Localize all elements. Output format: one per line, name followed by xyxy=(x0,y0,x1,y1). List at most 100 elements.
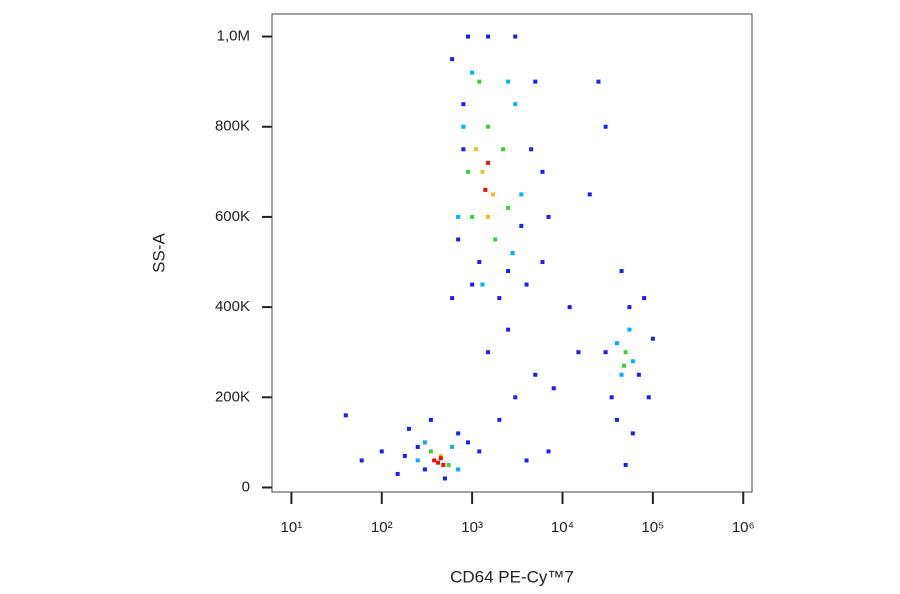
data-point xyxy=(519,223,524,228)
data-point xyxy=(540,260,545,265)
data-point xyxy=(486,160,491,165)
data-point xyxy=(623,462,628,467)
data-point xyxy=(480,169,485,174)
data-point xyxy=(587,192,592,197)
data-point xyxy=(473,147,478,152)
data-point xyxy=(506,205,511,210)
data-point xyxy=(466,169,471,174)
data-point xyxy=(450,296,455,301)
data-point xyxy=(343,413,348,418)
data-point xyxy=(646,395,651,400)
data-point xyxy=(436,460,441,465)
data-point xyxy=(422,440,427,445)
data-point xyxy=(533,372,538,377)
data-point xyxy=(461,124,466,129)
data-point xyxy=(506,269,511,274)
data-point xyxy=(480,282,485,287)
data-point xyxy=(596,79,601,84)
data-point xyxy=(540,169,545,174)
x-tick-label: 10⁶ xyxy=(732,519,755,536)
data-point xyxy=(614,341,619,346)
y-tick-label: 1,0M xyxy=(217,28,250,45)
data-point xyxy=(450,57,455,62)
data-point xyxy=(603,350,608,355)
data-point xyxy=(614,417,619,422)
data-point xyxy=(415,458,420,463)
data-point xyxy=(513,102,518,107)
data-point xyxy=(415,444,420,449)
data-point xyxy=(627,305,632,310)
x-tick-label: 10² xyxy=(371,519,393,536)
data-point xyxy=(524,282,529,287)
data-point xyxy=(486,34,491,39)
data-point xyxy=(630,359,635,364)
data-point xyxy=(441,462,446,467)
data-point xyxy=(524,458,529,463)
data-point xyxy=(456,237,461,242)
data-point xyxy=(551,386,556,391)
data-point xyxy=(422,467,427,472)
data-point xyxy=(501,147,506,152)
data-point xyxy=(461,102,466,107)
data-point xyxy=(513,395,518,400)
data-point xyxy=(630,431,635,436)
data-point xyxy=(466,440,471,445)
plot-frame xyxy=(271,13,753,493)
data-point xyxy=(428,449,433,454)
y-tick-label: 200K xyxy=(215,388,250,405)
data-point xyxy=(546,214,551,219)
y-axis-label: SS-A xyxy=(149,233,168,273)
data-point xyxy=(567,305,572,310)
data-point xyxy=(379,449,384,454)
data-point xyxy=(513,34,518,39)
data-point xyxy=(619,372,624,377)
data-point xyxy=(622,363,627,368)
x-tick-label: 10⁴ xyxy=(551,519,574,536)
data-point xyxy=(619,269,624,274)
data-point xyxy=(650,336,655,341)
data-point xyxy=(506,79,511,84)
x-tick-label: 10¹ xyxy=(281,519,303,536)
data-point xyxy=(456,214,461,219)
data-point xyxy=(483,187,488,192)
data-point xyxy=(470,282,475,287)
data-point xyxy=(442,476,447,481)
x-axis-label: CD64 PE-Cy™7 xyxy=(450,567,574,586)
data-point xyxy=(510,251,515,255)
data-point xyxy=(546,449,551,454)
data-point xyxy=(461,147,466,152)
data-point xyxy=(603,124,608,129)
data-point xyxy=(627,327,632,332)
data-point xyxy=(438,453,443,458)
data-point xyxy=(406,426,411,431)
data-point xyxy=(486,350,491,355)
data-point xyxy=(477,79,482,84)
x-tick-label: 10⁵ xyxy=(641,519,664,536)
data-point xyxy=(497,296,502,301)
data-point xyxy=(636,372,641,377)
data-point xyxy=(477,449,482,454)
data-point xyxy=(456,431,461,436)
data-point xyxy=(432,458,437,463)
data-point xyxy=(456,467,461,472)
data-point xyxy=(506,327,511,332)
data-point xyxy=(533,79,538,84)
data-point xyxy=(470,214,475,219)
x-tick-label: 10³ xyxy=(461,519,483,536)
data-point xyxy=(497,417,502,422)
data-point xyxy=(642,296,647,301)
data-point xyxy=(486,124,491,129)
data-point xyxy=(395,471,400,476)
data-point xyxy=(446,462,451,467)
data-point xyxy=(438,456,443,461)
y-tick-label: 400K xyxy=(215,298,250,315)
data-point xyxy=(428,417,433,422)
data-point xyxy=(490,192,495,197)
data-point xyxy=(466,34,471,39)
y-tick-label: 600K xyxy=(215,208,250,225)
data-point xyxy=(623,350,628,355)
data-point xyxy=(359,458,364,463)
data-point xyxy=(486,214,491,219)
data-point xyxy=(609,395,614,400)
